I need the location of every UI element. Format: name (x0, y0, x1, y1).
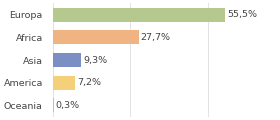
Text: 7,2%: 7,2% (77, 78, 101, 87)
Bar (53, 53, 81, 67)
Text: 27,7%: 27,7% (141, 33, 171, 42)
Text: 55,5%: 55,5% (227, 10, 257, 19)
Bar (53, 30, 139, 44)
Bar (53, 76, 75, 90)
Text: 0,3%: 0,3% (55, 101, 80, 110)
Bar (53, 8, 225, 22)
Text: 9,3%: 9,3% (83, 55, 108, 65)
